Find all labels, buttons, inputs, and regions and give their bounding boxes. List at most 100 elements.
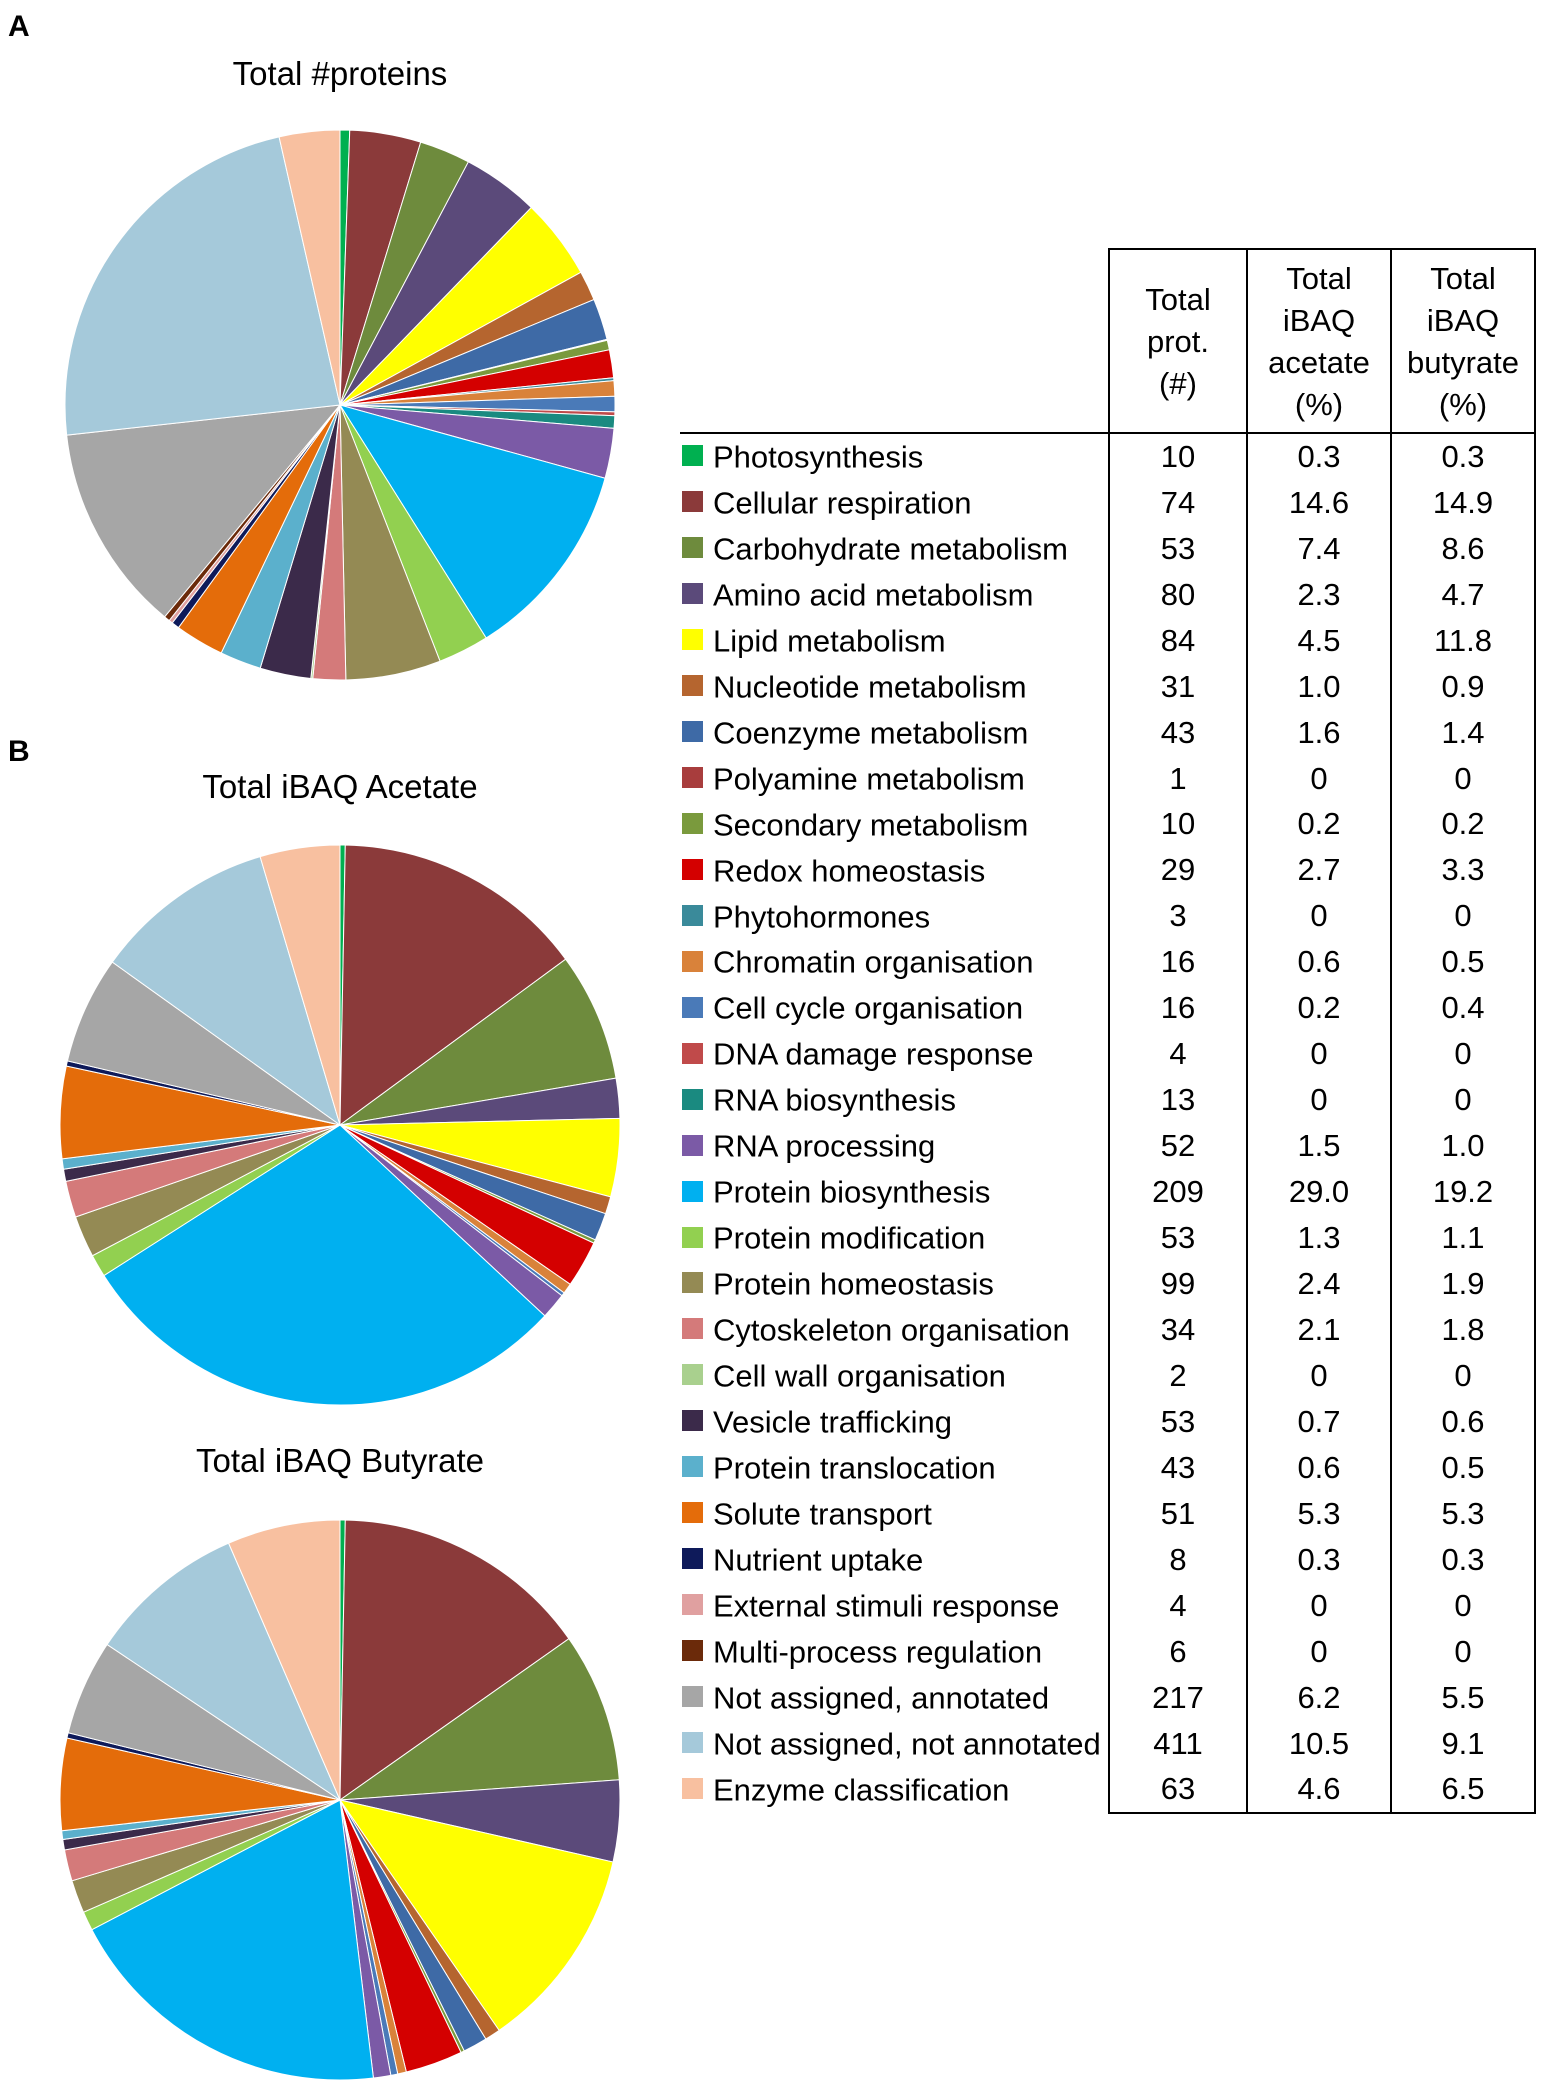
ibaq-butyrate-value: 0	[1390, 1031, 1536, 1078]
ibaq-butyrate-value: 1.1	[1390, 1215, 1536, 1262]
total-prot-value: 52	[1108, 1123, 1248, 1170]
table-row: Nucleotide metabolism 31 1.0 0.9	[680, 663, 1536, 710]
category-name: Cytoskeleton organisation	[713, 1312, 1070, 1348]
legend-swatch	[682, 904, 703, 926]
pie-slice-not-assigned-annotated	[66, 404, 342, 618]
category-cell: Polyamine metabolism	[680, 756, 1109, 802]
legend-swatch	[682, 1732, 703, 1753]
category-table: Total prot. (#) Total iBAQ acetate (%) Total i…	[680, 248, 1536, 1814]
table-row: RNA biosynthesis 13 0 0	[680, 1077, 1536, 1124]
pie-slice-carbohydrate-metabolism	[338, 1638, 620, 1801]
category-cell: External stimuli response	[680, 1583, 1109, 1629]
pie-chart-acetate	[59, 844, 621, 1406]
header-total-prot-text: Total prot. (#)	[1145, 282, 1211, 401]
table-row: Chromatin organisation 16 0.6 0.5	[680, 939, 1536, 986]
ibaq-acetate-value: 0	[1246, 755, 1392, 802]
total-prot-value: 10	[1108, 801, 1248, 848]
ibaq-acetate-value: 2.3	[1246, 571, 1392, 618]
category-cell: Phytohormones	[680, 894, 1109, 940]
legend-swatch	[682, 1456, 703, 1478]
category-name: Lipid metabolism	[713, 623, 946, 659]
legend-swatch	[682, 583, 703, 605]
category-cell: Vesicle trafficking	[680, 1399, 1109, 1445]
table-row: Cell cycle organisation 16 0.2 0.4	[680, 985, 1536, 1032]
header-ibaq-acetate-text: Total iBAQ acetate (%)	[1268, 261, 1370, 422]
ibaq-butyrate-value: 1.4	[1390, 709, 1536, 756]
category-cell: Nucleotide metabolism	[680, 664, 1109, 710]
category-name: Chromatin organisation	[713, 945, 1034, 981]
category-cell: Nutrient uptake	[680, 1537, 1109, 1583]
category-name: Protein modification	[713, 1220, 986, 1256]
category-name: Enzyme classification	[713, 1772, 1010, 1808]
ibaq-acetate-value: 14.6	[1246, 479, 1392, 526]
category-name: Coenzyme metabolism	[713, 715, 1029, 751]
total-prot-value: 53	[1108, 525, 1248, 572]
total-prot-value: 4	[1108, 1031, 1248, 1078]
table-row: Secondary metabolism 10 0.2 0.2	[680, 801, 1536, 848]
pie-title-proteins: Total #proteins	[232, 55, 448, 92]
category-name: DNA damage response	[713, 1037, 1034, 1073]
legend-swatch	[682, 812, 703, 834]
total-prot-value: 3	[1108, 893, 1248, 940]
table-row: Solute transport 51 5.3 5.3	[680, 1490, 1536, 1537]
ibaq-acetate-value: 0.3	[1246, 1536, 1392, 1583]
pie-slice-not-assigned-not-annotated	[106, 1542, 342, 1802]
ibaq-butyrate-value: 14.9	[1390, 479, 1536, 526]
total-prot-value: 217	[1108, 1674, 1248, 1721]
pie-title-acetate: Total iBAQ Acetate	[202, 768, 478, 805]
total-prot-value: 43	[1108, 1444, 1248, 1491]
category-cell: Protein homeostasis	[680, 1261, 1109, 1307]
legend-swatch	[682, 1502, 703, 1524]
category-cell: Redox homeostasis	[680, 848, 1109, 894]
legend-swatch	[682, 766, 703, 788]
table-row: DNA damage response 4 0 0	[680, 1031, 1536, 1078]
ibaq-acetate-value: 1.5	[1246, 1123, 1392, 1170]
ibaq-butyrate-value: 1.8	[1390, 1307, 1536, 1354]
table-row: External stimuli response 4 0 0	[680, 1582, 1536, 1629]
ibaq-acetate-value: 2.1	[1246, 1307, 1392, 1354]
category-name: Redox homeostasis	[713, 853, 986, 889]
pie-slice-cellular-respiration	[339, 844, 567, 1127]
category-name: Cell cycle organisation	[713, 991, 1024, 1027]
ibaq-butyrate-value: 1.9	[1390, 1261, 1536, 1308]
legend-swatch	[682, 1686, 703, 1708]
total-prot-value: 16	[1108, 985, 1248, 1032]
legend-swatch	[682, 1640, 703, 1662]
pie-slice-cellular-respiration	[339, 1519, 570, 1801]
header-ibaq-butyrate: Total iBAQ butyrate (%)	[1390, 248, 1536, 434]
table-row: Photosynthesis 10 0.3 0.3	[680, 433, 1536, 480]
pie-slice-not-assigned-not-annotated	[64, 136, 341, 436]
ibaq-acetate-value: 29.0	[1246, 1169, 1392, 1216]
category-cell: Not assigned, annotated	[680, 1675, 1109, 1721]
ibaq-butyrate-value: 0.2	[1390, 801, 1536, 848]
total-prot-value: 29	[1108, 847, 1248, 894]
total-prot-value: 84	[1108, 617, 1248, 664]
table-row: Not assigned, annotated 217 6.2 5.5	[680, 1674, 1536, 1721]
category-cell: Protein biosynthesis	[680, 1169, 1109, 1215]
legend-swatch	[682, 1272, 703, 1294]
total-prot-value: 13	[1108, 1077, 1248, 1124]
category-cell: Coenzyme metabolism	[680, 710, 1109, 756]
pie-slice-not-assigned-not-annotated	[111, 856, 341, 1127]
table-row: Amino acid metabolism 80 2.3 4.7	[680, 571, 1536, 618]
category-name: Multi-process regulation	[713, 1634, 1043, 1670]
ibaq-butyrate-value: 0	[1390, 1077, 1536, 1124]
pie-chart-butyrate	[59, 1519, 621, 2081]
table-row: Coenzyme metabolism 43 1.6 1.4	[680, 709, 1536, 756]
total-prot-value: 74	[1108, 479, 1248, 526]
ibaq-butyrate-value: 11.8	[1390, 617, 1536, 664]
ibaq-acetate-value: 0.6	[1246, 1444, 1392, 1491]
table-row: Polyamine metabolism 1 0 0	[680, 755, 1536, 802]
ibaq-acetate-value: 0.2	[1246, 985, 1392, 1032]
ibaq-butyrate-value: 0	[1390, 893, 1536, 940]
ibaq-butyrate-value: 0.5	[1390, 939, 1536, 986]
table-row: Multi-process regulation 6 0 0	[680, 1628, 1536, 1675]
table-row: Lipid metabolism 84 4.5 11.8	[680, 617, 1536, 664]
ibaq-acetate-value: 1.0	[1246, 663, 1392, 710]
legend-swatch	[682, 491, 703, 513]
ibaq-acetate-value: 1.6	[1246, 709, 1392, 756]
legend-swatch	[682, 675, 703, 697]
total-prot-value: 51	[1108, 1490, 1248, 1537]
category-cell: RNA processing	[680, 1123, 1109, 1169]
ibaq-butyrate-value: 0	[1390, 1353, 1536, 1400]
